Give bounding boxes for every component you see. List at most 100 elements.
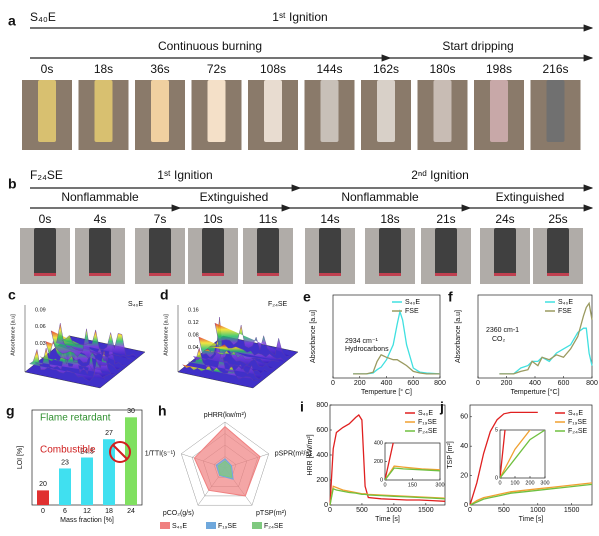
surface-ridge <box>187 347 264 380</box>
x-tick-label: 1000 <box>530 507 546 514</box>
time-label: 108s <box>260 62 286 76</box>
x-tick-label: 1500 <box>564 507 580 514</box>
y-tick-label: 200 <box>316 477 328 484</box>
time-label: 11s <box>259 212 277 226</box>
y-tick-label: 40 <box>460 443 468 450</box>
sample-strip <box>435 228 457 276</box>
char-tip <box>149 273 171 276</box>
y-axis-label: LOI [%] <box>17 446 24 469</box>
surface-ridge <box>56 323 132 360</box>
annotation: Hydrocarbons <box>345 346 389 353</box>
sample-strip <box>264 80 282 142</box>
axis-label: pSPR(m²/s) <box>275 451 312 458</box>
x-tick-label: 0 <box>468 507 472 514</box>
sample-strip <box>546 80 565 142</box>
annotation: CO₂ <box>492 336 506 343</box>
x-axis-label: Temperture [° C] <box>361 388 412 396</box>
phase: Start dripping <box>442 39 513 53</box>
y-tick-label: 5 <box>495 427 498 433</box>
sample-strip <box>207 80 226 142</box>
y-tick-label: 800 <box>316 402 328 409</box>
x-tick-label: 200 <box>354 380 366 387</box>
value-label: 23 <box>61 459 69 466</box>
time-label: 14s <box>320 212 339 226</box>
panel-letter: g <box>6 403 15 419</box>
surface-ridge <box>61 329 138 359</box>
time-label: 10s <box>203 212 222 226</box>
sample-strip <box>547 228 569 276</box>
value-label: 20 <box>39 481 47 488</box>
annotation: 2360 cm-1 <box>486 327 519 334</box>
x-tick-label: 18 <box>105 508 113 515</box>
panel: e 0 200 400 600 800 Temperture [° C] Absorbance… <box>303 289 446 396</box>
x-tick-label: 0 <box>331 380 335 387</box>
legend-label: F₂₄SE <box>264 523 284 530</box>
surface-ridge <box>198 336 274 369</box>
z-tick-label: 0.09 <box>35 307 46 313</box>
annotation: Flame retardant <box>40 413 111 424</box>
legend-swatch <box>160 522 170 529</box>
panel-letter: j <box>439 399 444 415</box>
sample-strip <box>377 80 395 142</box>
stage: 2ⁿᵈ Ignition <box>411 168 469 182</box>
no-fire-icon <box>109 441 131 463</box>
x-axis-label: Time [s] <box>375 516 400 523</box>
time-label: 0s <box>41 62 54 76</box>
surface-ridge <box>29 349 105 382</box>
sample-strip <box>94 80 113 142</box>
y-tick-label: 0 <box>464 502 468 509</box>
legend-label: S₄₀E <box>568 410 583 417</box>
x-tick-label: 150 <box>408 482 417 488</box>
bar <box>81 457 93 505</box>
series-line <box>469 483 593 506</box>
y-tick-label: 400 <box>316 452 328 459</box>
panel: f 0 200 400 600 800 Temperture [°C] Absorbance … <box>448 289 598 396</box>
time-label: 25s <box>548 212 567 226</box>
sample-strip <box>89 228 111 276</box>
plot-frame <box>499 429 546 479</box>
x-tick-label: 200 <box>525 480 534 486</box>
z-tick-label: 0.16 <box>188 307 199 313</box>
x-tick-label: 24 <box>127 508 135 515</box>
char-tip <box>257 273 279 276</box>
panel-letter: b <box>8 176 17 192</box>
x-tick-label: 100 <box>510 480 519 486</box>
char-tip <box>494 273 516 276</box>
surface-ridge <box>214 322 290 357</box>
char-tip <box>89 273 111 276</box>
time-label: 180s <box>429 62 455 76</box>
sample-strip <box>38 80 56 142</box>
time-label: 18s <box>94 62 113 76</box>
time-label: 144s <box>316 62 342 76</box>
panel-letter: h <box>158 403 167 419</box>
y-axis-label: TSP [m²] <box>447 441 454 469</box>
time-label: 18s <box>380 212 399 226</box>
phase: Extinguished <box>200 190 269 204</box>
series-line <box>385 467 440 480</box>
radar-area <box>217 460 233 478</box>
time-label: 24s <box>495 212 514 226</box>
time-label: 162s <box>373 62 399 76</box>
panel-letter: d <box>160 287 169 303</box>
x-tick-label: 1000 <box>386 507 402 514</box>
panel-letter: f <box>448 289 453 305</box>
y-tick-label: 0 <box>324 502 328 509</box>
legend-label: S₄₀E <box>405 299 420 306</box>
axis-label: pHRR(kw/m²) <box>204 412 246 419</box>
time-label: 7s <box>154 212 167 226</box>
sample-strip <box>494 228 516 276</box>
x-tick-label: 600 <box>407 380 419 387</box>
axis-label: 1/TTI(s⁻¹) <box>145 451 176 458</box>
y-axis-label: Absorbance [a.u] <box>310 310 317 363</box>
x-tick-label: 300 <box>435 482 444 488</box>
y-axis-label: HRR [kW/m²] <box>307 434 314 475</box>
arrows <box>30 24 594 212</box>
no-fire-slash <box>112 444 128 460</box>
sample: S₄₀E <box>128 301 143 308</box>
y-tick-label: 200 <box>374 459 383 465</box>
x-tick-label: 0 <box>328 507 332 514</box>
axis-label: pCO₂(g/s) <box>163 510 194 517</box>
sample-strip <box>320 80 339 142</box>
